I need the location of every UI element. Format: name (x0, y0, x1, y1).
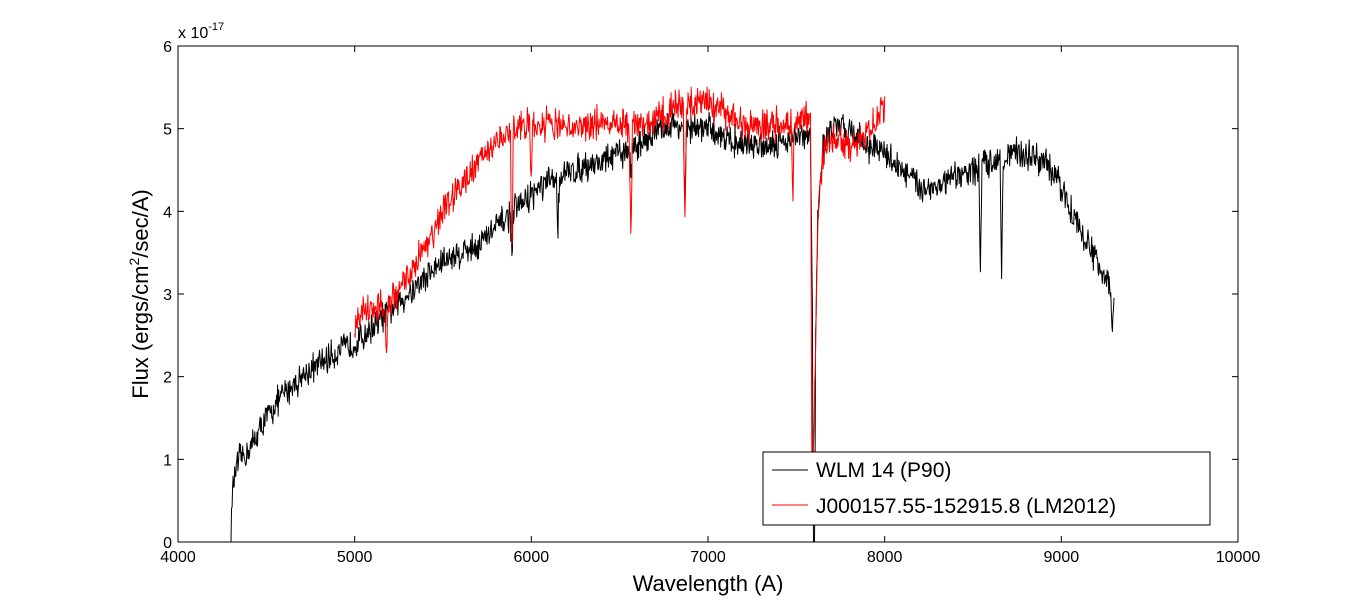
series-layer (230, 86, 1115, 543)
x-tick-label: 9000 (1044, 549, 1080, 566)
y-tick-label: 6 (163, 39, 172, 56)
y-multiplier-exponent: -17 (208, 21, 224, 33)
y-tick-label: 5 (163, 122, 172, 139)
series-line-j000157 (354, 86, 886, 515)
legend: WLM 14 (P90) J000157.55-152915.8 (LM2012… (762, 451, 1211, 526)
y-tick-label: 0 (163, 535, 172, 552)
tick-layer: 4000 5000 6000 7000 8000 9000 10000 0 1 2 3 4 5 6 (160, 39, 1260, 566)
x-axis-label: Wavelength (A) (633, 571, 784, 596)
x-tick-label: 10000 (1216, 549, 1261, 566)
legend-label-j000157: J000157.55-152915.8 (LM2012) (816, 495, 1116, 518)
y-axis-label-sup: 2 (126, 258, 142, 266)
y-multiplier: x 10-17 (178, 21, 224, 42)
y-tick-label: 3 (163, 287, 172, 304)
y-tick-label: 2 (163, 370, 172, 387)
x-tick-label: 5000 (337, 549, 373, 566)
y-axis-label-main: Flux (ergs/cm (128, 266, 153, 399)
y-axis-label: Flux (ergs/cm2/sec/A) (126, 189, 153, 399)
y-tick-label: 4 (163, 204, 172, 221)
x-tick-label: 4000 (160, 549, 196, 566)
x-tick-label: 8000 (867, 549, 903, 566)
y-tick-label: 1 (163, 452, 172, 469)
x-tick-label: 6000 (514, 549, 550, 566)
legend-box (762, 451, 1211, 526)
legend-label-wlm14: WLM 14 (P90) (816, 459, 951, 482)
y-multiplier-base: x 10 (178, 25, 208, 42)
y-axis-label-end: /sec/A) (128, 189, 153, 257)
x-tick-label: 7000 (690, 549, 726, 566)
